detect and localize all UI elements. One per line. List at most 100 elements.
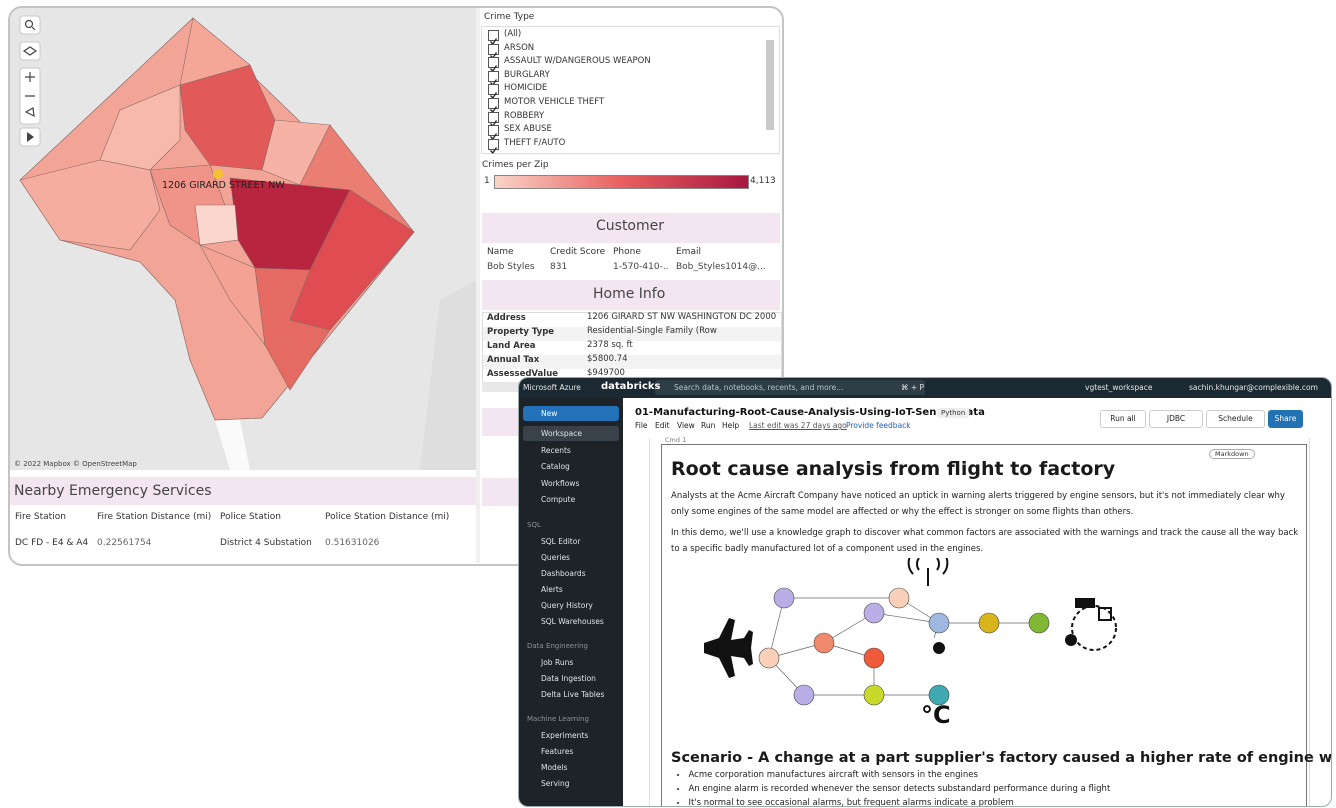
paragraph: Analysts at the Acme Aircraft Company ha…: [671, 491, 1285, 517]
home-value: 2378 sq. ft: [587, 340, 633, 350]
emergency-band: [10, 477, 476, 505]
notebook-title: 01-Manufacturing-Root-Cause-Analysis-Usi…: [635, 407, 985, 418]
search-shortcut: ⌘ + P: [901, 383, 925, 392]
nav-item: Alerts: [541, 585, 563, 594]
customer-column: Phone: [613, 247, 641, 257]
menu-item: File: [635, 421, 648, 430]
sidebar: [519, 398, 623, 806]
emergency-cell: District 4 Substation: [220, 538, 312, 548]
checkbox[interactable]: [488, 125, 499, 141]
subheading: Scenario - A change at a part supplier's…: [671, 750, 1332, 766]
nav-item: Query History: [541, 601, 593, 610]
legend-max: 4,113: [750, 176, 776, 186]
svg-text:°C: °C: [921, 701, 951, 729]
nav-item: SQL Editor: [541, 537, 581, 546]
customer-title: Customer: [596, 218, 665, 234]
nav-item: Data Ingestion: [541, 674, 596, 683]
filter-option: BURGLARY: [504, 69, 550, 80]
nav-item: Serving: [541, 779, 570, 788]
notebook-cell: [661, 444, 1307, 806]
home-field: Annual Tax: [487, 355, 540, 365]
cell-label: Cmd 1: [665, 436, 687, 444]
emergency-column: Police Station: [220, 512, 281, 522]
nav-item: Queries: [541, 553, 570, 562]
home-title: Home Info: [593, 286, 666, 302]
new-button: [523, 406, 619, 421]
nav-item: Experiments: [541, 731, 589, 740]
checkbox[interactable]: [488, 138, 499, 154]
home-value: $5800.74: [587, 354, 628, 364]
check-icon: [490, 146, 498, 154]
filter-option: ARSON: [504, 42, 535, 53]
checkbox[interactable]: [488, 70, 499, 86]
emergency-column: Fire Station Distance (mi): [97, 512, 212, 522]
search-placeholder: Search data, notebooks, recents, and mor…: [674, 383, 844, 392]
nav-item: Recents: [541, 445, 571, 455]
emergency-column: Fire Station: [15, 512, 66, 522]
emergency-cell: DC FD - E4 & A4: [15, 538, 89, 548]
filter-option: (All): [504, 29, 522, 39]
menu-item: View: [677, 421, 695, 430]
customer-column: Name: [487, 247, 514, 257]
nav-item: SQL Warehouses: [541, 617, 604, 626]
emergency-title: Nearby Emergency Services: [14, 483, 212, 499]
checkbox[interactable]: [488, 111, 499, 127]
workspace-name: vgtest_workspace: [1085, 383, 1153, 392]
menu-item: Edit: [655, 421, 670, 430]
checkbox[interactable]: [488, 84, 499, 100]
search-field: [655, 380, 925, 395]
nav-item: Delta Live Tables: [541, 690, 605, 699]
databricks-card: °C Microsoft Azure databricks Search data,…: [518, 377, 1332, 807]
nav-item: Catalog: [541, 462, 570, 471]
knowledge-graph: °C: [704, 558, 1117, 729]
map: [10, 8, 476, 470]
checkbox[interactable]: [488, 43, 499, 59]
legend-ramp: [494, 175, 749, 189]
home-band: [482, 280, 780, 310]
checkbox[interactable]: [488, 30, 499, 46]
workspace-selected: [523, 426, 619, 441]
filter-option: HOMICIDE: [504, 83, 548, 94]
customer-cell: 831: [550, 262, 568, 272]
button[interactable]: JDBC: [1149, 410, 1203, 428]
button[interactable]: Share: [1268, 410, 1303, 428]
home-value: Residential-Single Family (Row: [587, 326, 717, 336]
cell-type: Markdown: [1209, 449, 1255, 459]
menu-item: Run: [701, 421, 716, 430]
nav-item: Workspace: [541, 429, 582, 438]
customer-column: Credit Score: [550, 247, 606, 257]
nav-item: Workflows: [541, 478, 580, 488]
filter-option: THEFT F/AUTO: [504, 137, 566, 148]
filter-option: MOTOR VEHICLE THEFT: [504, 97, 605, 107]
filter-option: ASSAULT W/DANGEROUS WEAPON: [504, 56, 651, 67]
left-rail: [649, 438, 650, 806]
filter-scrollbar: [766, 40, 774, 130]
customer-cell: Bob_Styles1014@...: [676, 262, 766, 272]
home-value: $949700: [587, 368, 625, 378]
nav-item: Models: [541, 763, 568, 772]
nav-item: Features: [541, 747, 574, 756]
language-badge: Python: [937, 408, 970, 418]
map-divider: [476, 8, 480, 563]
right-rail: [1309, 438, 1310, 806]
legend-title: Crimes per Zip: [482, 160, 549, 170]
legend-min: 1: [484, 176, 490, 186]
home-field: AssessedValue: [487, 369, 559, 379]
home-field: Address: [487, 313, 526, 323]
heading: Root cause analysis from flight to facto…: [671, 458, 1116, 480]
brand: databricks: [601, 381, 661, 392]
button[interactable]: Run all: [1100, 410, 1146, 428]
home-field: Land Area: [487, 341, 536, 351]
menu-item: Help: [722, 421, 740, 430]
home-value: 1206 GIRARD ST NW WASHINGTON DC 2000: [587, 312, 777, 322]
button[interactable]: Schedule: [1206, 410, 1265, 428]
checkbox[interactable]: [488, 57, 499, 73]
last-edit: Last edit was 27 days ago: [749, 421, 847, 430]
nav-section: Machine Learning: [527, 715, 589, 723]
nav-section: Data Engineering: [527, 642, 588, 650]
checkbox[interactable]: [488, 98, 499, 114]
emergency-column: Police Station Distance (mi): [325, 512, 450, 522]
map-place-label: 1206 GIRARD STREET NW: [162, 180, 285, 191]
customer-band: [482, 213, 780, 243]
